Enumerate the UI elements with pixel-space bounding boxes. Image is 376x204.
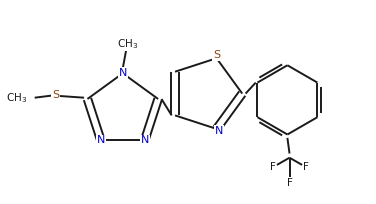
Text: F: F xyxy=(287,178,293,188)
Text: F: F xyxy=(303,162,309,172)
Text: S: S xyxy=(52,90,59,100)
Text: N: N xyxy=(214,126,223,136)
Text: N: N xyxy=(140,135,149,145)
Text: N: N xyxy=(97,135,105,145)
Text: S: S xyxy=(213,50,220,60)
Text: CH$_3$: CH$_3$ xyxy=(117,37,138,51)
Text: F: F xyxy=(270,162,276,172)
Text: CH$_3$: CH$_3$ xyxy=(6,91,27,105)
Text: N: N xyxy=(118,68,127,78)
